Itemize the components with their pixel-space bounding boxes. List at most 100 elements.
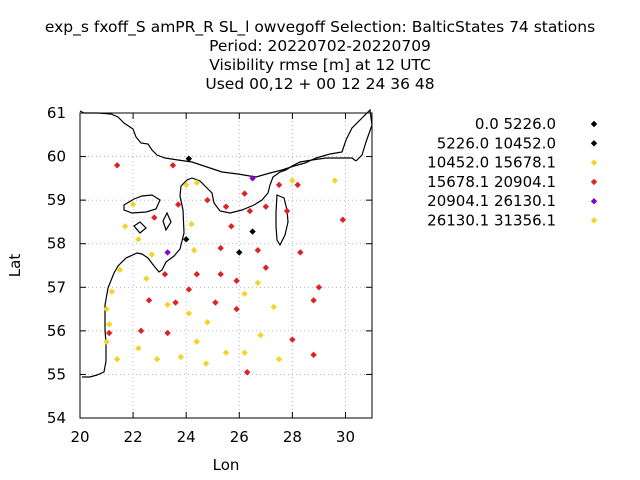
legend-label: 26130.1 31356.1 xyxy=(427,212,556,230)
data-point-series-4 xyxy=(244,369,251,376)
coastline-northeast xyxy=(341,108,373,162)
data-point-series-4 xyxy=(164,329,171,337)
data-point-series-3 xyxy=(222,349,230,356)
legend-marker xyxy=(590,198,598,205)
y-tick-label: 55 xyxy=(47,365,66,383)
data-point-series-3 xyxy=(289,177,296,184)
data-point-series-2 xyxy=(185,155,193,162)
data-point-series-4 xyxy=(294,181,301,189)
x-tick-label: 30 xyxy=(336,428,355,446)
legend-label: 15678.1 20904.1 xyxy=(427,173,556,191)
data-point-series-4 xyxy=(233,305,240,313)
data-point-series-3 xyxy=(135,236,142,243)
data-point-series-3 xyxy=(193,179,200,186)
data-point-series-4 xyxy=(145,297,153,304)
data-point-series-3 xyxy=(275,355,283,363)
data-point-series-3 xyxy=(331,177,339,184)
x-tick-label: 22 xyxy=(124,428,143,446)
title-line-4: Used 00,12 + 00 12 24 36 48 xyxy=(205,75,434,93)
data-point-series-4 xyxy=(297,249,304,256)
data-point-series-3 xyxy=(185,310,193,317)
data-point-series-3 xyxy=(121,223,129,230)
data-point-series-3 xyxy=(103,338,110,345)
data-point-series-3 xyxy=(270,303,277,311)
data-point-series-3 xyxy=(204,318,211,326)
data-point-series-3 xyxy=(202,360,210,367)
legend-label: 20904.1 26130.1 xyxy=(427,192,556,210)
y-tick-label: 58 xyxy=(47,235,66,253)
coastline-mainland xyxy=(82,157,357,378)
data-point-series-3 xyxy=(188,220,195,228)
data-point-series-3 xyxy=(116,266,124,274)
data-point-series-2 xyxy=(249,228,256,235)
x-tick-label: 26 xyxy=(230,428,249,446)
x-axis-label: Lon xyxy=(213,456,240,474)
data-point-series-3 xyxy=(108,288,116,295)
data-point-series-3 xyxy=(177,353,185,361)
data-point-series-4 xyxy=(137,327,145,335)
axes xyxy=(79,112,373,419)
data-point-series-3 xyxy=(106,321,113,328)
data-point-series-4 xyxy=(151,214,158,221)
coastline-islands-west xyxy=(123,194,172,234)
data-point-series-3 xyxy=(190,247,198,254)
y-tick-label: 61 xyxy=(47,104,66,122)
data-point-series-4 xyxy=(113,162,121,169)
chart-title: exp_s fxoff_S amPR_R SL_l owvegoff Selec… xyxy=(45,18,595,93)
plot-frame xyxy=(79,112,373,419)
data-point-series-4 xyxy=(275,181,283,189)
data-point-series-4 xyxy=(169,162,177,169)
legend-label: 10452.0 15678.1 xyxy=(427,154,556,172)
title-line-3: Visibility rmse [m] at 12 UTC xyxy=(209,56,431,74)
title-line-2: Period: 20220702-20220709 xyxy=(209,37,431,55)
data-point-series-2 xyxy=(182,236,190,243)
y-axis-label: Lat xyxy=(6,254,24,278)
data-point-series-3 xyxy=(164,301,171,308)
data-point-series-4 xyxy=(246,207,254,215)
data-point-series-3 xyxy=(135,345,142,352)
data-point-series-4 xyxy=(222,203,230,210)
title-line-1: exp_s fxoff_S amPR_R SL_l owvegoff Selec… xyxy=(45,18,595,37)
data-point-series-4 xyxy=(310,297,317,304)
axis-labels: Lon Lat xyxy=(6,254,239,474)
data-point-series-3 xyxy=(182,181,190,189)
data-point-series-4 xyxy=(241,190,248,197)
data-point-series-4 xyxy=(262,264,270,271)
data-point-series-4 xyxy=(339,216,346,223)
x-tick-label: 28 xyxy=(283,428,302,446)
data-point-series-3 xyxy=(113,355,121,363)
data-point-series-4 xyxy=(185,286,193,293)
data-point-series-3 xyxy=(129,201,137,208)
data-point-series-3 xyxy=(103,305,110,313)
data-point-series-4 xyxy=(212,299,219,306)
data-point-series-4 xyxy=(175,201,182,208)
data-point-series-4 xyxy=(262,203,270,210)
data-point-series-4 xyxy=(204,196,211,204)
data-points xyxy=(103,155,346,376)
data-point-series-4 xyxy=(254,247,262,254)
data-point-series-3 xyxy=(153,355,161,363)
data-point-series-3 xyxy=(148,251,155,258)
legend-label: 5226.0 10452.0 xyxy=(437,134,556,152)
y-tick-label: 59 xyxy=(47,191,66,209)
grid xyxy=(80,113,372,418)
legend-marker xyxy=(590,140,598,147)
data-point-series-2 xyxy=(236,249,243,256)
legend-marker xyxy=(590,159,598,166)
data-point-series-4 xyxy=(217,244,224,252)
y-tick-label: 57 xyxy=(47,278,66,296)
data-point-series-5 xyxy=(249,175,256,182)
data-point-series-4 xyxy=(289,336,296,343)
legend-marker xyxy=(590,217,598,224)
data-point-series-4 xyxy=(228,223,235,230)
coastline-gulf-of-finland xyxy=(79,110,343,178)
data-point-series-4 xyxy=(161,271,169,278)
data-point-series-3 xyxy=(257,332,264,339)
data-point-series-4 xyxy=(106,329,113,337)
coastline-map xyxy=(79,108,373,378)
data-point-series-3 xyxy=(241,290,248,298)
legend-marker xyxy=(590,178,598,186)
legend-label: 0.0 5226.0 xyxy=(475,115,556,133)
